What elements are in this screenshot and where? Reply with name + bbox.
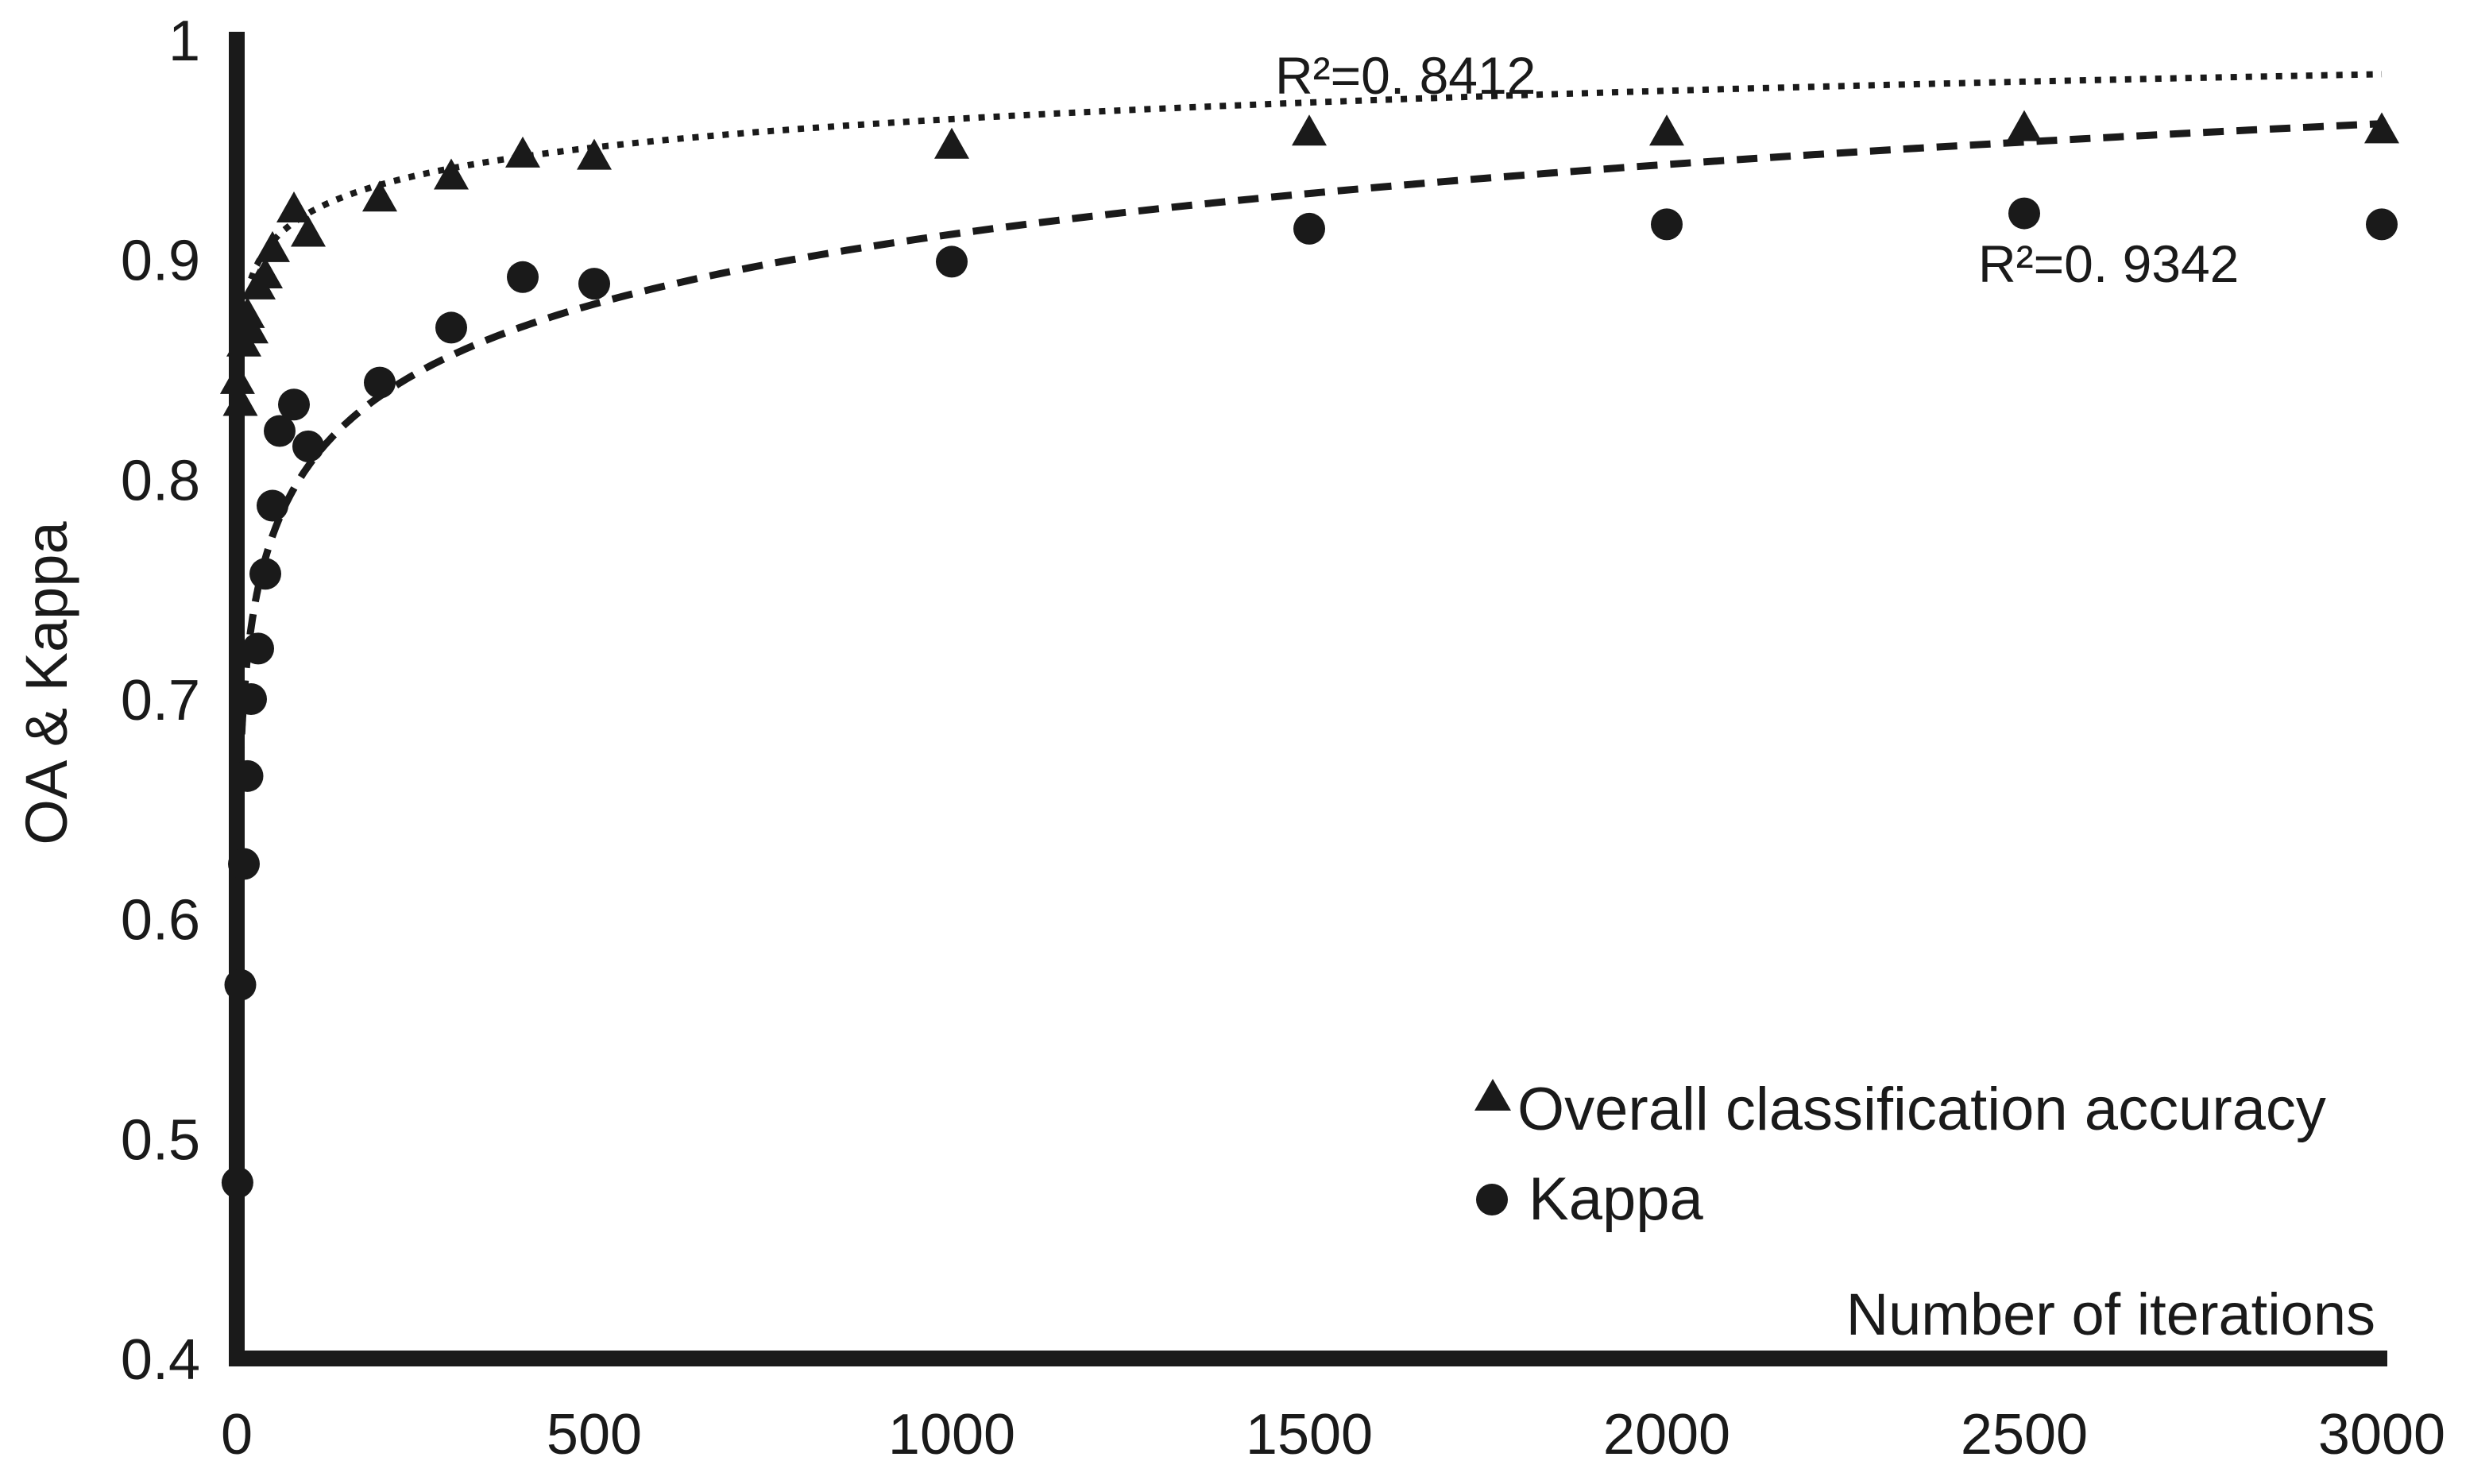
x-tick-label: 500: [547, 1403, 642, 1467]
kappa-point: [221, 1166, 253, 1199]
r2-annotation-kappa: R²=0. 9342: [1978, 234, 2239, 293]
legend-label-oa: Overall classification accuracy: [1517, 1076, 2326, 1143]
y-tick-label: 0.8: [121, 449, 200, 512]
kappa-point: [936, 245, 968, 278]
x-tick-label: 1000: [888, 1403, 1015, 1467]
legend: Overall classification accuracy Kappa: [1474, 1076, 2326, 1233]
trendlines: [237, 71, 2383, 768]
kappa-point: [249, 558, 281, 590]
legend-label-kappa: Kappa: [1529, 1165, 1703, 1233]
kappa-point: [257, 489, 288, 522]
oa-point: [362, 180, 397, 212]
kappa-point: [578, 268, 610, 300]
kappa-point: [231, 759, 264, 792]
legend-triangle-icon: [1474, 1079, 1511, 1111]
kappa-point: [228, 848, 260, 880]
x-tick-label: 2500: [1961, 1403, 2088, 1467]
oa-point: [2007, 110, 2042, 141]
kappa-trendline: [237, 120, 2383, 768]
y-tick-label: 1: [168, 10, 200, 73]
x-tick-label: 1500: [1246, 1403, 1373, 1467]
y-tick-label: 0.4: [121, 1328, 200, 1392]
y-tick-label: 0.7: [121, 669, 200, 732]
kappa-point: [1651, 208, 1683, 241]
kappa-point: [435, 311, 467, 344]
oa-point: [230, 296, 265, 328]
oa-point: [234, 312, 269, 344]
x-tick-labels: 0 500 1000 1500 2000 2500 3000: [221, 1403, 2445, 1467]
data-markers: [219, 110, 2399, 1199]
oa-point: [505, 136, 540, 168]
kappa-point: [1293, 212, 1325, 245]
oa-point: [1649, 114, 1684, 146]
y-tick-label: 0.5: [121, 1108, 200, 1172]
kappa-point: [278, 388, 310, 421]
x-axis-title: Number of iterations: [1846, 1281, 2375, 1347]
r2-annotation-oa: R²=0. 8412: [1275, 46, 1536, 105]
kappa-point: [224, 968, 257, 1001]
oa-point: [222, 385, 258, 416]
oa-point: [276, 191, 311, 223]
oa-point: [934, 127, 969, 159]
kappa-point: [242, 632, 274, 665]
kappa-point: [2366, 208, 2398, 241]
kappa-point: [264, 415, 296, 447]
kappa-point: [507, 261, 539, 293]
oa-point: [577, 138, 612, 170]
oa-trendline: [248, 71, 2383, 280]
kappa-point: [235, 683, 267, 715]
oa-point: [219, 362, 255, 394]
y-axis-title: OA & Kappa: [14, 521, 79, 845]
kappa-point: [292, 430, 324, 462]
oa-point: [2364, 112, 2399, 144]
y-tick-label: 0.6: [121, 889, 200, 953]
oa-point: [248, 257, 283, 289]
y-tick-labels: 0.4 0.5 0.6 0.7 0.8 0.9 1: [121, 10, 200, 1392]
x-tick-label: 2000: [1603, 1403, 1730, 1467]
legend-circle-icon: [1476, 1184, 1508, 1215]
x-tick-label: 3000: [2318, 1403, 2445, 1467]
oa-point: [291, 215, 326, 247]
kappa-point: [364, 366, 396, 399]
oa-point: [255, 230, 290, 262]
oa-point: [1292, 114, 1327, 146]
x-tick-label: 0: [221, 1403, 253, 1467]
oa-point: [434, 158, 469, 190]
kappa-point: [2008, 197, 2040, 230]
y-tick-label: 0.9: [121, 230, 200, 293]
